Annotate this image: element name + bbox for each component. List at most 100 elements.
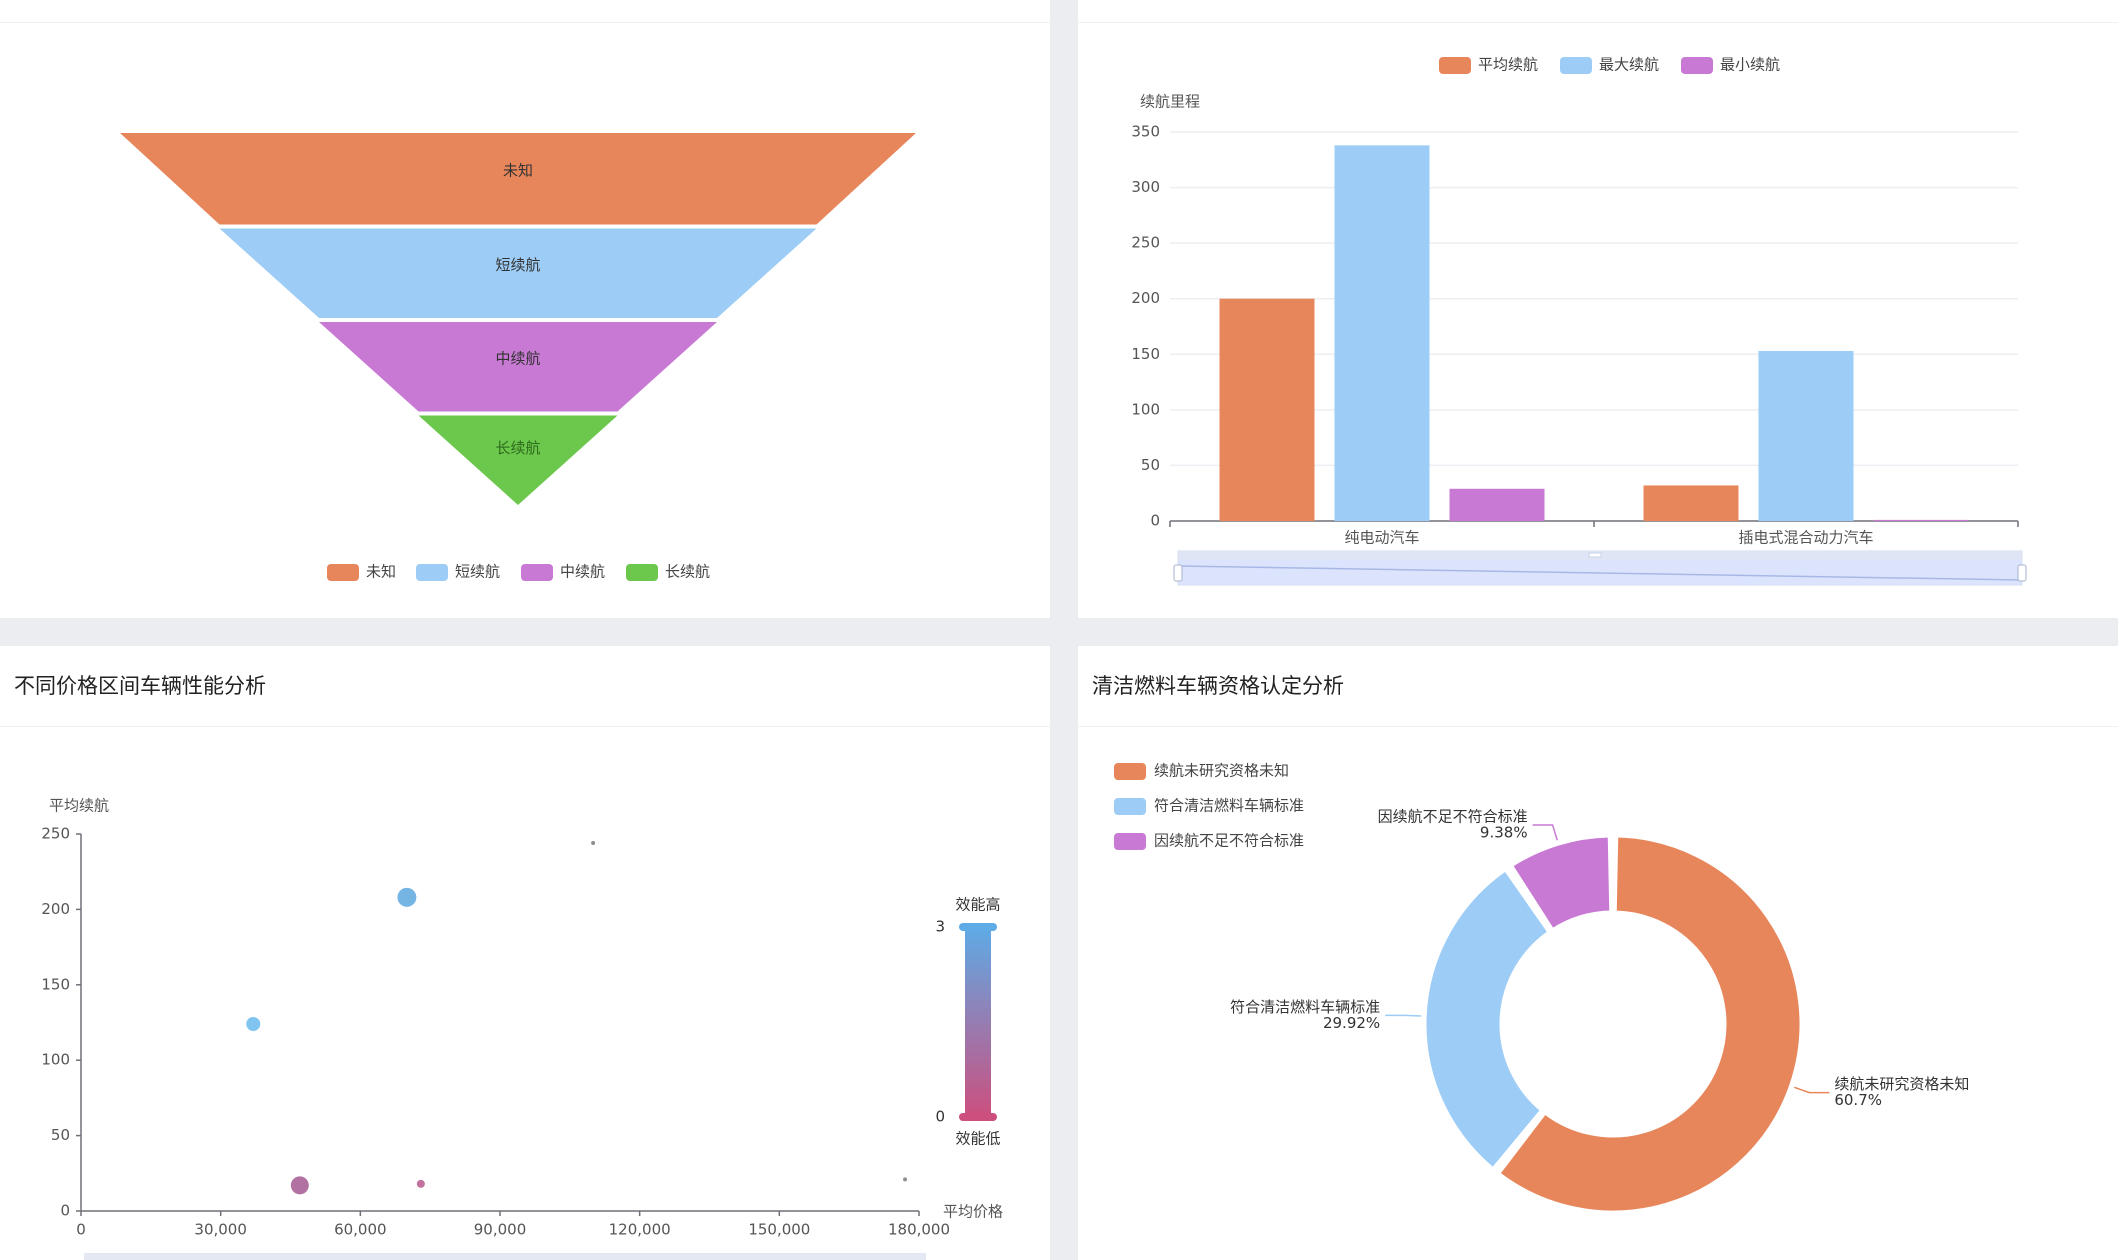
x-tick-label: 纯电动汽车 xyxy=(1344,529,1419,547)
visual-map-low-label: 效能低 xyxy=(955,1130,1000,1148)
donut-panel-title: 清洁燃料车辆资格认定分析 xyxy=(1092,674,1344,698)
bar-legend-item[interactable]: 最小续航 xyxy=(1681,56,1780,75)
visual-map-max-label: 3 xyxy=(935,918,945,936)
legend-label: 长续航 xyxy=(665,563,710,581)
scatter-point[interactable] xyxy=(246,1017,261,1032)
legend-swatch xyxy=(1114,833,1146,850)
visual-map-handle-top[interactable] xyxy=(959,923,997,931)
legend-swatch xyxy=(1114,798,1146,815)
x-tick-label: 150,000 xyxy=(748,1221,810,1239)
visual-map-handle-bottom[interactable] xyxy=(959,1113,997,1121)
y-tick-label: 0 xyxy=(1150,512,1160,530)
datazoom-strip[interactable] xyxy=(84,1253,926,1260)
donut-panel: 清洁燃料车辆资格认定分析 续航未研究资格未知 60.7% 符合清洁燃料车辆标准 29.… xyxy=(1078,646,2118,1260)
y-tick-label: 100 xyxy=(41,1051,70,1069)
visual-map-high-label: 效能高 xyxy=(955,896,1000,914)
donut-label-value: 29.92% xyxy=(1323,1014,1380,1032)
datazoom-handle-right[interactable] xyxy=(2017,564,2027,582)
y-tick-label: 200 xyxy=(1131,289,1160,307)
bar[interactable] xyxy=(1643,485,1739,521)
y-tick-label: 50 xyxy=(51,1126,70,1144)
y-tick-label: 300 xyxy=(1131,178,1160,196)
y-tick-label: 0 xyxy=(60,1202,70,1220)
funnel-legend-item[interactable]: 长续航 xyxy=(626,563,710,582)
donut-legend-item[interactable]: 因续航不足不符合标准 xyxy=(1114,832,1304,851)
donut-label-value: 9.38% xyxy=(1480,823,1528,841)
x-tick-label: 180,000 xyxy=(888,1221,950,1239)
scatter-point[interactable] xyxy=(397,887,417,907)
legend-label: 未知 xyxy=(366,563,396,581)
panel-header-divider xyxy=(1078,726,2118,727)
datazoom-move-handle[interactable] xyxy=(1588,552,1602,558)
legend-swatch xyxy=(521,564,553,581)
y-tick-label: 200 xyxy=(41,900,70,918)
bar[interactable] xyxy=(1758,350,1854,521)
funnel-segment[interactable] xyxy=(418,415,618,506)
x-tick-label: 120,000 xyxy=(609,1221,671,1239)
visual-map[interactable] xyxy=(959,923,997,1121)
funnel-label: 未知 xyxy=(503,161,533,179)
donut-label-name: 因续航不足不符合标准 xyxy=(1378,807,1528,825)
donut-label-line xyxy=(1794,1086,1830,1094)
scatter-point[interactable] xyxy=(591,841,596,846)
funnel-legend-item[interactable]: 中续航 xyxy=(521,563,605,582)
y-axis-label: 平均续航 xyxy=(49,797,109,815)
legend-label: 最小续航 xyxy=(1720,56,1780,74)
scatter-panel: 不同价格区间车辆性能分析 0 50 100 150 200 250 0 30,000 60,00… xyxy=(0,646,1050,1260)
funnel-label: 中续航 xyxy=(495,349,540,367)
funnel-segment[interactable] xyxy=(120,133,916,225)
y-tick-label: 350 xyxy=(1131,123,1160,141)
scatter-point[interactable] xyxy=(903,1177,908,1182)
funnel-label: 长续航 xyxy=(495,439,540,457)
funnel-segment[interactable] xyxy=(319,322,717,412)
donut-slice[interactable] xyxy=(1510,834,1613,932)
legend-swatch xyxy=(1681,57,1713,74)
visual-map-bar xyxy=(965,927,991,1117)
y-tick-label: 250 xyxy=(1131,234,1160,252)
legend-label: 续航未研究资格未知 xyxy=(1154,762,1289,780)
visual-map-min-label: 0 xyxy=(935,1108,945,1126)
funnel-legend-item[interactable]: 未知 xyxy=(327,563,396,582)
legend-swatch xyxy=(1114,763,1146,780)
bar[interactable] xyxy=(1219,298,1315,521)
x-tick-label: 30,000 xyxy=(194,1221,247,1239)
legend-swatch xyxy=(1439,57,1471,74)
y-tick-label: 150 xyxy=(41,975,70,993)
donut-label-name: 续航未研究资格未知 xyxy=(1834,1075,1969,1093)
scatter-point[interactable] xyxy=(290,1176,309,1195)
scatter-point[interactable] xyxy=(416,1179,425,1188)
bar-legend-item[interactable]: 平均续航 xyxy=(1439,56,1538,75)
datazoom-slider[interactable] xyxy=(1173,550,2027,586)
legend-label: 平均续航 xyxy=(1478,56,1538,74)
panel-header-divider xyxy=(1078,22,2118,23)
x-tick-label: 0 xyxy=(76,1221,86,1239)
x-tick-label: 插电式混合动力汽车 xyxy=(1738,529,1873,547)
bar[interactable] xyxy=(1334,145,1430,521)
x-tick-label: 90,000 xyxy=(474,1221,527,1239)
y-tick-label: 100 xyxy=(1131,400,1160,418)
legend-swatch xyxy=(416,564,448,581)
funnel-legend-item[interactable]: 短续航 xyxy=(416,563,500,582)
funnel-label: 短续航 xyxy=(495,256,540,274)
bar[interactable] xyxy=(1449,488,1545,521)
bar[interactable] xyxy=(1873,519,1969,521)
y-tick-label: 50 xyxy=(1141,456,1160,474)
bar-legend-item[interactable]: 最大续航 xyxy=(1560,56,1659,75)
datazoom-handle-left[interactable] xyxy=(1173,564,1183,582)
donut-legend-item[interactable]: 符合清洁燃料车辆标准 xyxy=(1114,797,1304,816)
donut-legend-item[interactable]: 续航未研究资格未知 xyxy=(1114,762,1289,781)
donut-label-value: 60.7% xyxy=(1834,1091,1882,1109)
legend-label: 符合清洁燃料车辆标准 xyxy=(1154,797,1304,815)
funnel-segment[interactable] xyxy=(219,228,817,319)
legend-label: 短续航 xyxy=(455,563,500,581)
legend-swatch xyxy=(327,564,359,581)
donut-label-line xyxy=(1385,1014,1422,1017)
scatter-panel-title: 不同价格区间车辆性能分析 xyxy=(14,674,266,698)
donut-chart: 续航未研究资格未知60.7%符合清洁燃料车辆标准29.92%因续航不足不符合标准… xyxy=(1114,762,1969,1214)
donut-slice[interactable] xyxy=(1423,868,1551,1171)
y-tick-label: 150 xyxy=(1131,345,1160,363)
y-axis-label: 续航里程 xyxy=(1140,93,1200,111)
donut-slice[interactable] xyxy=(1497,834,1803,1214)
